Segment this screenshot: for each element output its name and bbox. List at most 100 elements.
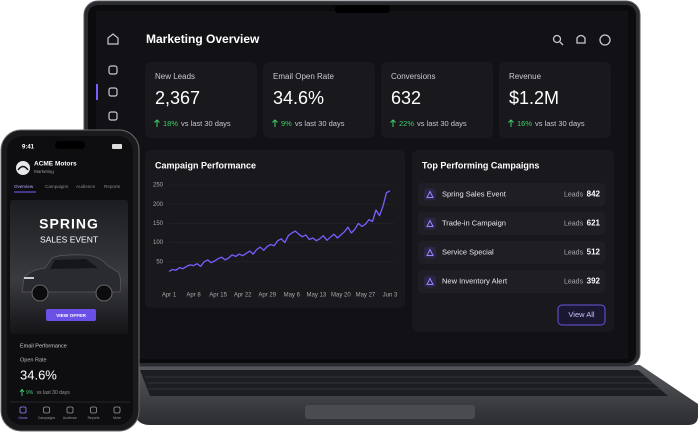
- campaign-icon: [424, 217, 436, 230]
- kpi-change: 18% vs last 30 days: [163, 119, 231, 128]
- search-icon: [559, 41, 564, 46]
- x-tick-label: May 6: [284, 293, 301, 299]
- nav-icon: [108, 87, 118, 97]
- keyboard-rows: [145, 376, 660, 390]
- status-battery: [112, 144, 122, 149]
- bell-icon[interactable]: [576, 34, 586, 44]
- phone-content: Overview Campaigns Audience Reports Home Camp…: [14, 184, 121, 420]
- home-icon: [107, 33, 119, 45]
- user-icon[interactable]: [599, 34, 611, 46]
- x-tick-label: Apr 8: [186, 293, 201, 299]
- metric-change-note: vs last 30 days: [37, 390, 71, 396]
- status-time: 9:41: [22, 145, 35, 151]
- nav-label[interactable]: More: [113, 416, 121, 420]
- hero-subtitle: SALES EVENT: [40, 234, 98, 244]
- kpi-change: 22% vs last 30 days: [399, 119, 467, 128]
- kpi-value: $1.2M: [509, 88, 559, 108]
- view-offer-button[interactable]: [46, 309, 96, 321]
- up-arrow: [390, 119, 396, 127]
- tab[interactable]: Campaigns: [45, 184, 69, 189]
- kpi-change-value: 16%: [517, 119, 532, 128]
- campaign-icon: [424, 246, 436, 259]
- kpi-change-value: 18%: [163, 119, 178, 128]
- kpi-label: Email Open Rate: [273, 72, 334, 81]
- campaign-glyph: [426, 248, 434, 256]
- nav-icon[interactable]: [90, 406, 97, 414]
- chart-line: [168, 190, 391, 272]
- y-tick-label: 200: [153, 202, 164, 208]
- kpi-value: 632: [391, 88, 421, 108]
- campaign-metric: Leads: [564, 249, 584, 256]
- campaign-name: Service Special: [442, 247, 494, 256]
- kpi-card: [499, 62, 611, 138]
- metric-change: 9% vs last 30 days: [26, 390, 70, 396]
- campaign-row[interactable]: [418, 212, 605, 235]
- up-arrow: [19, 388, 25, 396]
- up-arrow: [272, 119, 278, 127]
- kpi-label: Conversions: [391, 72, 435, 81]
- kpi-change-note: vs last 30 days: [535, 119, 585, 128]
- campaign-glyph: [426, 190, 434, 198]
- x-tick-label: Jun 3: [383, 293, 398, 299]
- x-tick-label: Apr 22: [234, 293, 252, 299]
- campaign-row[interactable]: [418, 270, 605, 293]
- brand-subtitle: Marketing: [34, 169, 54, 174]
- campaign-metric: Leads: [564, 278, 584, 285]
- kpi-card: [263, 62, 375, 138]
- campaign-icon: [424, 188, 436, 201]
- dashboard-title: Marketing Overview: [146, 32, 260, 46]
- campaign-metric: Leads: [564, 191, 584, 198]
- kpi-change: 16% vs last 30 days: [517, 119, 585, 128]
- car: [21, 254, 122, 302]
- campaign-metric: Leads: [564, 220, 584, 227]
- campaign-value: 842: [587, 190, 601, 199]
- nav-label[interactable]: Audience: [63, 416, 77, 420]
- view-all-button[interactable]: [557, 304, 606, 326]
- campaign-icon: [424, 275, 436, 288]
- x-tick-label: Apr 15: [209, 293, 227, 299]
- tab[interactable]: Audience: [76, 184, 96, 189]
- x-tick-label: Apr 29: [258, 293, 276, 299]
- kpi-value: 2,367: [155, 88, 200, 108]
- kpi-label: Revenue: [509, 72, 542, 81]
- x-tick-label: May 13: [306, 293, 326, 299]
- chart-panel: [145, 150, 405, 308]
- view-offer-label[interactable]: VIEW OFFER: [56, 313, 86, 319]
- notch: [335, 5, 390, 13]
- phone: 9:41 ACME Motors Marketing SPRING SALES …: [0, 129, 140, 432]
- campaign-row[interactable]: [418, 241, 605, 264]
- nav-icon[interactable]: [19, 406, 27, 414]
- campaign-name: Trade-in Campaign: [442, 218, 506, 227]
- metric-label: Open Rate: [20, 357, 47, 363]
- y-tick-label: 100: [153, 240, 164, 246]
- search-icon[interactable]: [552, 34, 562, 44]
- brand-avatar: [16, 161, 30, 175]
- nav-icon[interactable]: [43, 406, 50, 414]
- metric-section: Email Performance: [20, 343, 67, 349]
- x-tick-label: Apr 1: [162, 293, 177, 299]
- nav-label[interactable]: Reports: [88, 416, 100, 420]
- y-tick-label: 50: [156, 259, 163, 265]
- brand-name: ACME Motors: [34, 161, 77, 168]
- campaign-value: 392: [587, 277, 601, 286]
- trackpad: [305, 405, 475, 419]
- nav-label[interactable]: Campaigns: [38, 416, 55, 420]
- tab[interactable]: Overview: [14, 184, 34, 189]
- metric-change-value: 9%: [26, 390, 34, 396]
- kpi-change-value: 22%: [399, 119, 414, 128]
- campaign-glyph: [426, 219, 434, 227]
- campaigns-title: Top Performing Campaigns: [422, 160, 539, 170]
- tab[interactable]: Reports: [104, 184, 121, 189]
- up-arrow: [154, 119, 160, 127]
- nav-icon[interactable]: [113, 406, 121, 414]
- campaign-value: 512: [587, 248, 601, 257]
- campaign-row[interactable]: [418, 183, 605, 206]
- kpi-change-note: vs last 30 days: [417, 119, 467, 128]
- view-all-label[interactable]: View All: [568, 310, 594, 319]
- up-arrow: [508, 119, 514, 127]
- y-tick-label: 150: [153, 221, 164, 227]
- nav-icon[interactable]: [66, 406, 74, 414]
- nav-label[interactable]: Home: [18, 416, 27, 420]
